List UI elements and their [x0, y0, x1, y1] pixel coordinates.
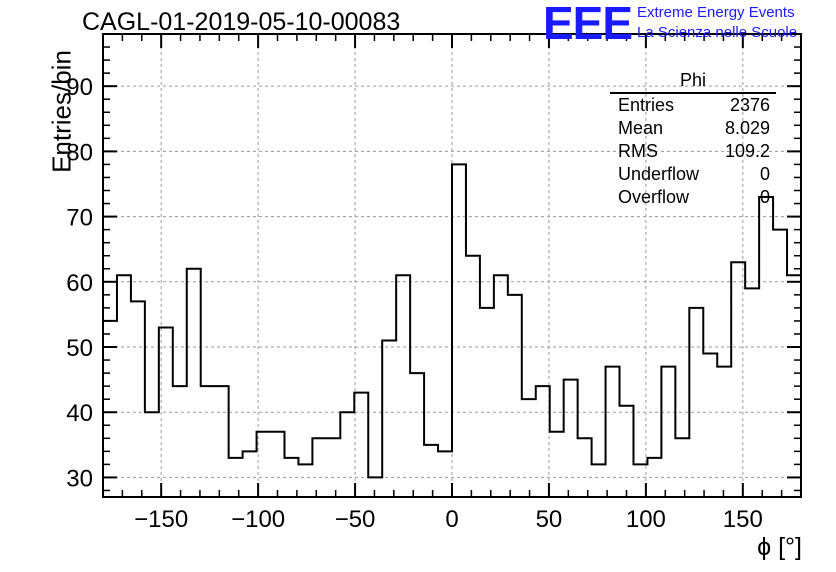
- y-tick-label: 50: [66, 335, 93, 362]
- logo-line-1: Extreme Energy Events: [637, 4, 795, 21]
- stats-value: 2376: [729, 95, 770, 115]
- x-tick-label: −50: [335, 506, 376, 533]
- stats-row-underflow: Underflow 0: [610, 163, 776, 186]
- stats-value: 0: [759, 187, 770, 207]
- stats-value: 109.2: [724, 141, 770, 161]
- logo-line-2: La Scienza nelle Scuole: [637, 24, 798, 41]
- stats-label: Overflow: [618, 187, 690, 207]
- stats-label: RMS: [618, 141, 658, 161]
- histogram-line: [103, 163, 801, 479]
- x-axis-label: ϕ [°]: [757, 533, 802, 561]
- x-tick-label: 50: [536, 506, 563, 533]
- y-tick-label: 30: [66, 465, 93, 492]
- tick-labels: −150 −100 −50 0 50 100 150 30 40 50 60 70 80 90: [66, 74, 763, 533]
- x-tick-label: 100: [626, 506, 666, 533]
- stats-label: Underflow: [618, 164, 700, 184]
- stats-row-rms: RMS 109.2: [610, 140, 776, 163]
- stats-value: 0: [759, 164, 770, 184]
- chart-title: CAGL-01-2019-05-10-00083: [82, 8, 401, 36]
- y-tick-label: 90: [66, 74, 93, 101]
- y-tick-label: 70: [66, 205, 93, 232]
- stats-row-overflow: Overflow 0: [610, 186, 776, 209]
- stats-label: Mean: [618, 118, 664, 138]
- stats-title: Phi: [610, 70, 776, 94]
- stats-row-entries: Entries 2376: [610, 94, 776, 117]
- eee-logo: EEE: [543, 0, 633, 49]
- x-tick-label: −100: [231, 506, 285, 533]
- y-tick-label: 60: [66, 270, 93, 297]
- y-tick-label: 40: [66, 400, 93, 427]
- plot-frame: [102, 33, 802, 498]
- x-tick-label: 150: [723, 506, 763, 533]
- x-tick-label: 0: [445, 506, 458, 533]
- stats-row-mean: Mean 8.029: [610, 117, 776, 140]
- y-tick-label: 80: [66, 139, 93, 166]
- x-tick-label: −150: [134, 506, 188, 533]
- stats-value: 8.029: [724, 118, 770, 138]
- y-axis-label: Entries/bin: [46, 50, 77, 173]
- stats-label: Entries: [618, 95, 675, 115]
- stats-box: Phi Entries 2376 Mean 8.029 RMS 109.2 Un…: [610, 70, 776, 209]
